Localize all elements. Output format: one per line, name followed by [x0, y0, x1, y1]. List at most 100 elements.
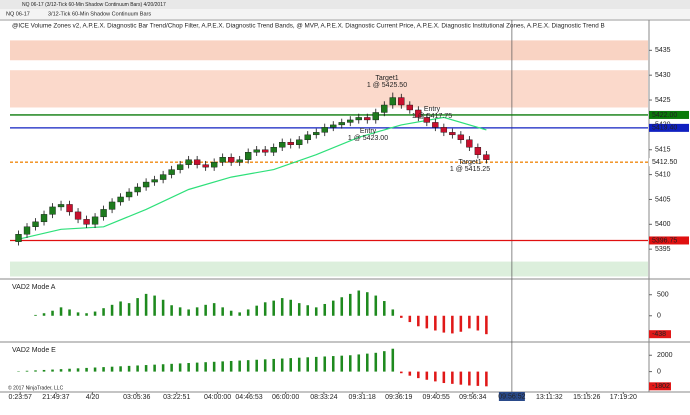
histogram-bar	[136, 365, 139, 372]
histogram-bar	[212, 361, 216, 372]
candle-body	[415, 109, 422, 118]
histogram-bar	[212, 303, 216, 316]
candle-body	[117, 196, 124, 203]
histogram-bar	[451, 315, 454, 334]
candle-body	[466, 139, 473, 148]
x-tick-label: 04:00:00	[204, 394, 231, 401]
histogram-bar	[425, 371, 429, 380]
histogram-bar	[485, 315, 488, 335]
candle-body	[32, 221, 39, 227]
histogram-bar	[161, 364, 165, 372]
histogram-bar	[331, 300, 335, 316]
candle-body	[125, 191, 133, 198]
candle-body	[406, 104, 413, 111]
panel-title: VAD2 Mode A	[12, 284, 56, 291]
histogram-bar	[297, 357, 301, 372]
candle-body	[15, 234, 22, 242]
candle-body	[108, 201, 116, 210]
histogram-bar	[255, 305, 258, 316]
candle-body	[227, 157, 235, 163]
y-tick-label: 5395	[655, 246, 671, 253]
candle-body	[483, 154, 490, 160]
histogram-bar	[119, 301, 122, 316]
candle-body	[449, 132, 456, 136]
candle-body	[330, 124, 337, 128]
histogram-bar	[221, 361, 224, 372]
x-tick-label: 17:19:20	[610, 394, 637, 401]
x-tick-label: 06:00:00	[272, 394, 299, 401]
price-marker-label: 5412.50	[652, 159, 677, 166]
candle-body	[338, 122, 345, 126]
histogram-bar	[400, 371, 403, 374]
y-tick-label: 5430	[655, 72, 671, 79]
price-marker	[649, 236, 689, 245]
candle-body	[23, 226, 31, 235]
histogram-bar	[59, 369, 63, 372]
candle-body	[304, 134, 311, 141]
candle-body	[270, 147, 277, 153]
price-marker-label: 5419.40	[652, 125, 677, 132]
histogram-bar	[221, 307, 224, 316]
histogram-bar	[178, 363, 182, 372]
histogram-bar	[340, 297, 344, 316]
candle-body	[296, 139, 303, 145]
order-label: Entry	[424, 106, 441, 113]
histogram-bar	[263, 359, 267, 372]
histogram-bar	[468, 371, 471, 386]
histogram-bar	[127, 303, 131, 316]
window-title: NQ 06-17 (3/12-Tick 60-Min Shadow Contin…	[22, 2, 166, 8]
histogram-bar	[76, 312, 80, 316]
order-label: Target1	[375, 75, 398, 82]
histogram-bar	[272, 358, 275, 372]
x-tick-label: 21:49:37	[42, 394, 69, 401]
x-tick-label: 08:33:24	[310, 394, 337, 401]
histogram-bar	[195, 307, 199, 316]
instrument[interactable]: NQ 06-17	[6, 11, 30, 17]
histogram-bar	[374, 352, 378, 372]
candle-body	[176, 164, 184, 170]
bar-type[interactable]: 3/12-Tick 60-Min Shadow Continuum Bars	[48, 11, 151, 17]
histogram-bar	[136, 298, 139, 316]
histogram-bar	[417, 315, 420, 327]
histogram-bar	[357, 354, 361, 372]
candle-body	[219, 157, 226, 163]
candle-body	[66, 204, 73, 213]
candle-body	[202, 164, 209, 168]
histogram-bar	[348, 293, 352, 316]
candle-body	[347, 119, 354, 123]
candle-body	[432, 122, 439, 128]
volume-zone	[10, 261, 648, 277]
histogram-bar	[434, 315, 437, 331]
y-tick-label: 5435	[655, 47, 671, 54]
histogram-bar	[68, 368, 71, 372]
candle-body	[168, 169, 175, 175]
x-tick-label: 03:22:51	[163, 394, 190, 401]
histogram-bar	[170, 363, 173, 372]
candle-body	[159, 174, 167, 180]
histogram-bar	[425, 315, 429, 329]
candle-body	[57, 204, 65, 208]
histogram-bar	[153, 364, 156, 372]
candle-body	[313, 132, 320, 136]
candle-body	[49, 206, 56, 215]
window-controls[interactable]	[630, 1, 688, 8]
candle-body	[253, 149, 260, 153]
histogram-bar	[451, 371, 454, 384]
histogram-bar	[442, 371, 446, 384]
candle-body	[91, 216, 99, 225]
histogram-bar	[272, 300, 275, 316]
histogram-bar	[59, 307, 63, 316]
candle-body	[279, 142, 286, 148]
copyright: © 2017 NinjaTrader, LLC	[8, 384, 64, 391]
order-detail: 1 @ 5423.00	[348, 135, 388, 142]
histogram-bar	[280, 298, 284, 316]
y-tick-label: 5425	[655, 97, 671, 104]
histogram-bar	[434, 371, 437, 382]
trend-band	[18, 116, 487, 240]
candle-body	[245, 152, 252, 160]
histogram-bar	[42, 369, 46, 372]
volume-zone	[10, 70, 648, 108]
histogram-bar	[255, 359, 258, 372]
histogram-bar	[306, 357, 310, 372]
y-tick-label: 5405	[655, 196, 671, 203]
